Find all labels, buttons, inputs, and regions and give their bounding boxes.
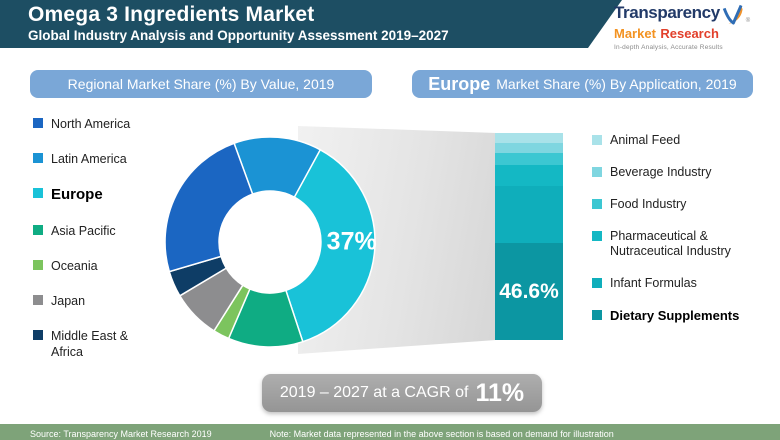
legend-swatch-icon <box>592 167 602 177</box>
legend-swatch-icon <box>33 188 43 198</box>
logo-brand-name: Transparency <box>614 3 720 22</box>
legend-label: North America <box>51 117 131 131</box>
application-legend: Animal Feed Beverage Industry Food Industr… <box>592 133 762 323</box>
legend-item-japan: Japan <box>33 293 161 309</box>
logo-tagline: In-depth Analysis, Accurate Results <box>614 43 723 51</box>
right-chart-title: Market Share (%) By Application, 2019 <box>496 76 737 92</box>
legend-swatch-icon <box>33 153 43 163</box>
legend-swatch-icon <box>592 135 602 145</box>
donut-slice-europe <box>284 148 376 343</box>
legend-swatch-icon <box>592 231 602 241</box>
legend-swatch-icon <box>33 260 43 270</box>
cagr-value: 11% <box>475 378 525 407</box>
legend-item-dietary-supplements: Dietary Supplements <box>592 308 762 323</box>
right-chart-title-emphasis: Europe <box>428 73 491 94</box>
legend-label: Infant Formulas <box>610 276 697 290</box>
page-subtitle: Global Industry Analysis and Opportunity… <box>28 28 449 43</box>
logo-word-research: Research <box>660 26 719 41</box>
brand-logo: Transparency ® Market Research In-depth … <box>614 4 766 52</box>
legend-item-asia-pacific: Asia Pacific <box>33 223 161 239</box>
donut-hole <box>217 189 323 295</box>
legend-label: Food Industry <box>610 197 687 211</box>
legend-label: Pharmaceutical & Nutraceutical Industry <box>610 229 731 258</box>
donut-slice-north-america <box>164 142 254 273</box>
bar-segment-dietary-supplements: 46.6% <box>495 243 563 340</box>
regional-legend: North America Latin America Europe Asia Pac… <box>33 116 161 360</box>
application-stacked-bar: 46.6% <box>495 133 563 340</box>
header: Omega 3 Ingredients Market Global Indust… <box>0 0 622 48</box>
legend-label: Europe <box>51 186 103 203</box>
donut-value-label: 37% <box>327 227 377 255</box>
legend-item-pharmaceutical-nutraceutical-industry: Pharmaceutical & Nutraceutical Industry <box>592 229 762 259</box>
legend-label: Japan <box>51 294 86 308</box>
legend-swatch-icon <box>592 278 602 288</box>
legend-item-latin-america: Latin America <box>33 151 161 167</box>
left-chart-title: Regional Market Share (%) By Value, 2019 <box>67 76 335 92</box>
bar-value-label: 46.6% <box>499 279 559 303</box>
logo-word-market: Market <box>614 26 656 41</box>
registered-mark: ® <box>745 18 751 24</box>
logo-top-row: Transparency ® <box>614 4 766 26</box>
legend-label: Asia Pacific <box>51 224 116 238</box>
legend-label: Oceania <box>51 259 98 273</box>
bar-segment-beverage-industry <box>495 142 563 153</box>
legend-swatch-icon <box>592 310 602 320</box>
legend-item-infant-formulas: Infant Formulas <box>592 276 762 291</box>
legend-item-north-america: North America <box>33 116 161 132</box>
legend-swatch-icon <box>33 118 43 128</box>
legend-item-food-industry: Food Industry <box>592 197 762 212</box>
left-chart-title-pill: Regional Market Share (%) By Value, 2019 <box>30 70 372 98</box>
footer: Source: Transparency Market Research 201… <box>0 424 780 440</box>
footer-source: Source: Transparency Market Research 201… <box>30 429 212 439</box>
bar-segment-pharmaceutical-nutraceutical-industry <box>495 165 563 186</box>
legend-swatch-icon <box>33 330 43 340</box>
bar-segment-infant-formulas <box>495 185 563 244</box>
page-title: Omega 3 Ingredients Market <box>28 3 315 26</box>
legend-label: Beverage Industry <box>610 165 712 179</box>
footer-note: Note: Market data represented in the abo… <box>269 429 614 439</box>
legend-label: Middle East & Africa <box>51 329 129 359</box>
legend-swatch-icon <box>592 199 602 209</box>
cagr-text: 2019 – 2027 at a CAGR of <box>279 384 469 401</box>
logo-bottom-row: Market Research <box>614 26 766 43</box>
bar-segment-animal-feed <box>495 133 563 143</box>
legend-label: Animal Feed <box>610 133 681 147</box>
legend-label: Dietary Supplements <box>610 308 740 323</box>
tmr-checkmark-icon <box>722 4 743 25</box>
legend-swatch-icon <box>33 225 43 235</box>
right-chart-title-pill: Europe Market Share (%) By Application, … <box>412 70 753 98</box>
legend-item-oceania: Oceania <box>33 258 161 274</box>
legend-item-middle-east-africa: Middle East & Africa <box>33 328 161 360</box>
legend-item-europe: Europe <box>33 186 161 204</box>
legend-label: Latin America <box>51 152 127 166</box>
legend-item-animal-feed: Animal Feed <box>592 133 762 148</box>
cagr-banner: 2019 – 2027 at a CAGR of 11% <box>262 374 542 412</box>
legend-item-beverage-industry: Beverage Industry <box>592 165 762 180</box>
regional-donut-chart: 37% <box>164 136 377 348</box>
bar-segment-food-industry <box>495 152 563 166</box>
legend-swatch-icon <box>33 295 43 305</box>
